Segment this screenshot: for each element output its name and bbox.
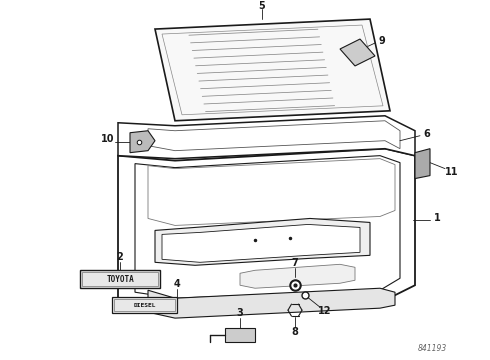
Text: 11: 11 xyxy=(445,167,459,177)
Text: 2: 2 xyxy=(117,252,123,262)
Text: 841193: 841193 xyxy=(417,343,446,352)
Text: TOYOTA: TOYOTA xyxy=(106,275,134,284)
Polygon shape xyxy=(240,264,355,288)
Polygon shape xyxy=(415,149,430,179)
Polygon shape xyxy=(118,149,415,308)
Text: 8: 8 xyxy=(292,327,298,337)
Polygon shape xyxy=(155,219,370,265)
Polygon shape xyxy=(148,288,395,318)
Polygon shape xyxy=(340,39,375,66)
Polygon shape xyxy=(162,224,360,262)
Text: DIESEL: DIESEL xyxy=(133,303,156,308)
Text: 10: 10 xyxy=(101,134,115,144)
Text: 6: 6 xyxy=(424,129,430,139)
Text: 1: 1 xyxy=(434,213,441,224)
Text: 5: 5 xyxy=(259,1,266,11)
Polygon shape xyxy=(225,328,255,342)
Text: 7: 7 xyxy=(292,258,298,268)
Text: 4: 4 xyxy=(173,279,180,289)
Text: 9: 9 xyxy=(379,36,385,46)
Polygon shape xyxy=(155,19,390,121)
Polygon shape xyxy=(130,131,155,153)
Text: 12: 12 xyxy=(318,306,332,316)
Text: 3: 3 xyxy=(237,308,244,318)
Polygon shape xyxy=(118,116,415,159)
Polygon shape xyxy=(112,297,177,313)
Polygon shape xyxy=(80,270,160,288)
